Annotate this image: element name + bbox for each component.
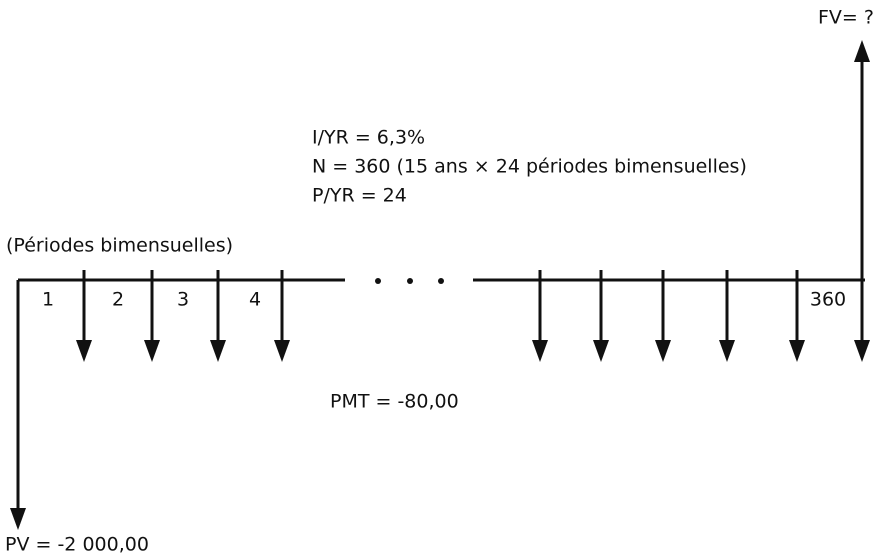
period-label: 1 <box>42 289 54 311</box>
ellipsis-dot <box>438 278 444 284</box>
pmt-arrow-head <box>655 340 671 362</box>
fv-label: FV= ? <box>818 7 874 29</box>
pv-arrow-head <box>10 508 26 530</box>
input-line: P/YR = 24 <box>312 185 407 207</box>
input-line: I/YR = 6,3% <box>312 127 425 149</box>
pv-label: PV = -2 000,00 <box>5 534 149 556</box>
input-line: N = 360 (15 ans × 24 périodes bimensuell… <box>312 156 747 178</box>
period-label: 3 <box>177 289 189 311</box>
pmt-arrow-head <box>144 340 160 362</box>
pmt-arrow-head <box>76 340 92 362</box>
pmt-arrow-head <box>274 340 290 362</box>
period-label: 4 <box>249 289 261 311</box>
axis-label: (Périodes bimensuelles) <box>6 235 233 257</box>
pmt-arrow-head <box>789 340 805 362</box>
cash-flow-arrows <box>10 40 870 530</box>
period-label: 360 <box>810 289 846 311</box>
pmt-arrow-head <box>532 340 548 362</box>
pmt-arrow-head <box>719 340 735 362</box>
fv-arrow-head <box>854 40 870 62</box>
timeline <box>18 278 865 284</box>
ellipsis-dot <box>407 278 413 284</box>
period-label: 2 <box>112 289 124 311</box>
pmt-label: PMT = -80,00 <box>330 391 459 413</box>
ellipsis-dot <box>375 278 381 284</box>
pmt-arrow-head <box>854 340 870 362</box>
pmt-arrow-head <box>593 340 609 362</box>
pmt-arrow-head <box>210 340 226 362</box>
